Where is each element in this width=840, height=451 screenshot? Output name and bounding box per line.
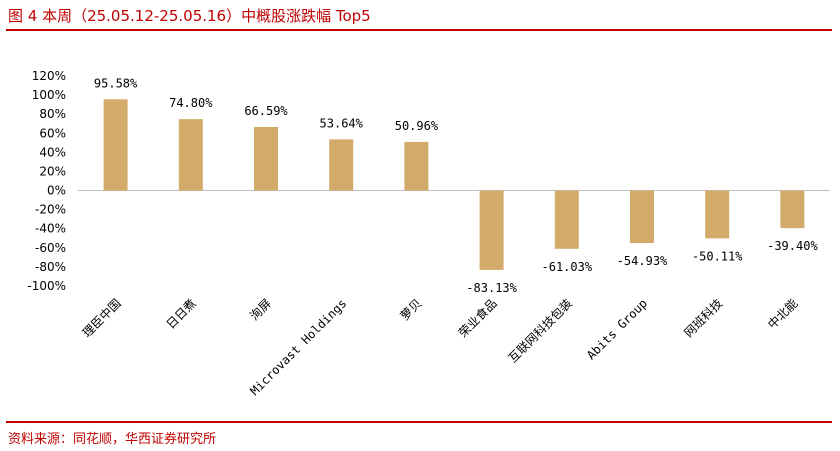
y-tick-label: 20% [39,164,66,178]
y-tick-label: 80% [39,107,66,121]
category-label: 网班科技 [681,296,725,340]
bar [705,190,730,239]
y-tick-label: -80% [35,260,66,274]
bar [254,126,278,191]
source-note: 资料来源：同花顺，华西证券研究所 [8,432,217,447]
y-tick-label: 120% [32,69,66,83]
data-label: 95.58% [94,76,138,90]
data-label: 50.96% [395,119,439,133]
y-tick-label: 100% [32,88,66,102]
category-label: 日日煮 [164,296,199,331]
y-tick-label: 60% [39,126,66,140]
bar [554,190,579,249]
bar [404,141,429,191]
bar [630,190,654,243]
bar [178,119,203,191]
data-label: -50.11% [692,249,743,263]
bar [479,190,504,270]
title-divider [6,29,832,31]
data-label: -83.13% [466,281,517,295]
data-label: 66.59% [244,104,288,118]
data-label: 74.80% [169,96,213,110]
data-label: -61.03% [542,260,593,274]
data-label: -54.93% [617,254,668,268]
data-labels-group: 95.58% 74.80% 66.59% 53.64% 50.96% -83.13% -61… [94,76,819,295]
y-tick-label: -40% [35,222,66,236]
footer-divider [6,421,832,423]
figure-title: 图 4 本周（25.05.12-25.05.16）中概股涨跌幅 Top5 [8,7,371,25]
y-tick-label: 0% [47,184,66,198]
y-axis-ticks: 120% 100% 80% 60% 40% 20% 0% -20% -40% -60% -80% -1… [27,69,66,293]
bar [329,139,354,191]
y-tick-label: -60% [35,241,66,255]
category-label: 中北能 [764,296,800,332]
category-label: 理臣中国 [79,296,124,341]
bar [103,99,128,191]
category-label: 萝贝 [398,296,425,323]
y-tick-label: 40% [39,145,66,159]
category-label: 互联网科技包装 [506,296,575,365]
data-label: -39.40% [767,239,818,253]
data-label: 53.64% [320,116,364,130]
category-label: 洵屏 [247,296,274,323]
y-tick-label: -20% [35,203,66,217]
bar-chart: 120% 100% 80% 60% 40% 20% 0% -20% -40% -60% -80% -1… [27,69,830,399]
y-tick-label: -100% [27,279,66,293]
category-label: 荣业食品 [455,296,500,341]
category-label: Abits Group [584,296,650,362]
bar [780,190,805,229]
bars-group [103,99,805,270]
